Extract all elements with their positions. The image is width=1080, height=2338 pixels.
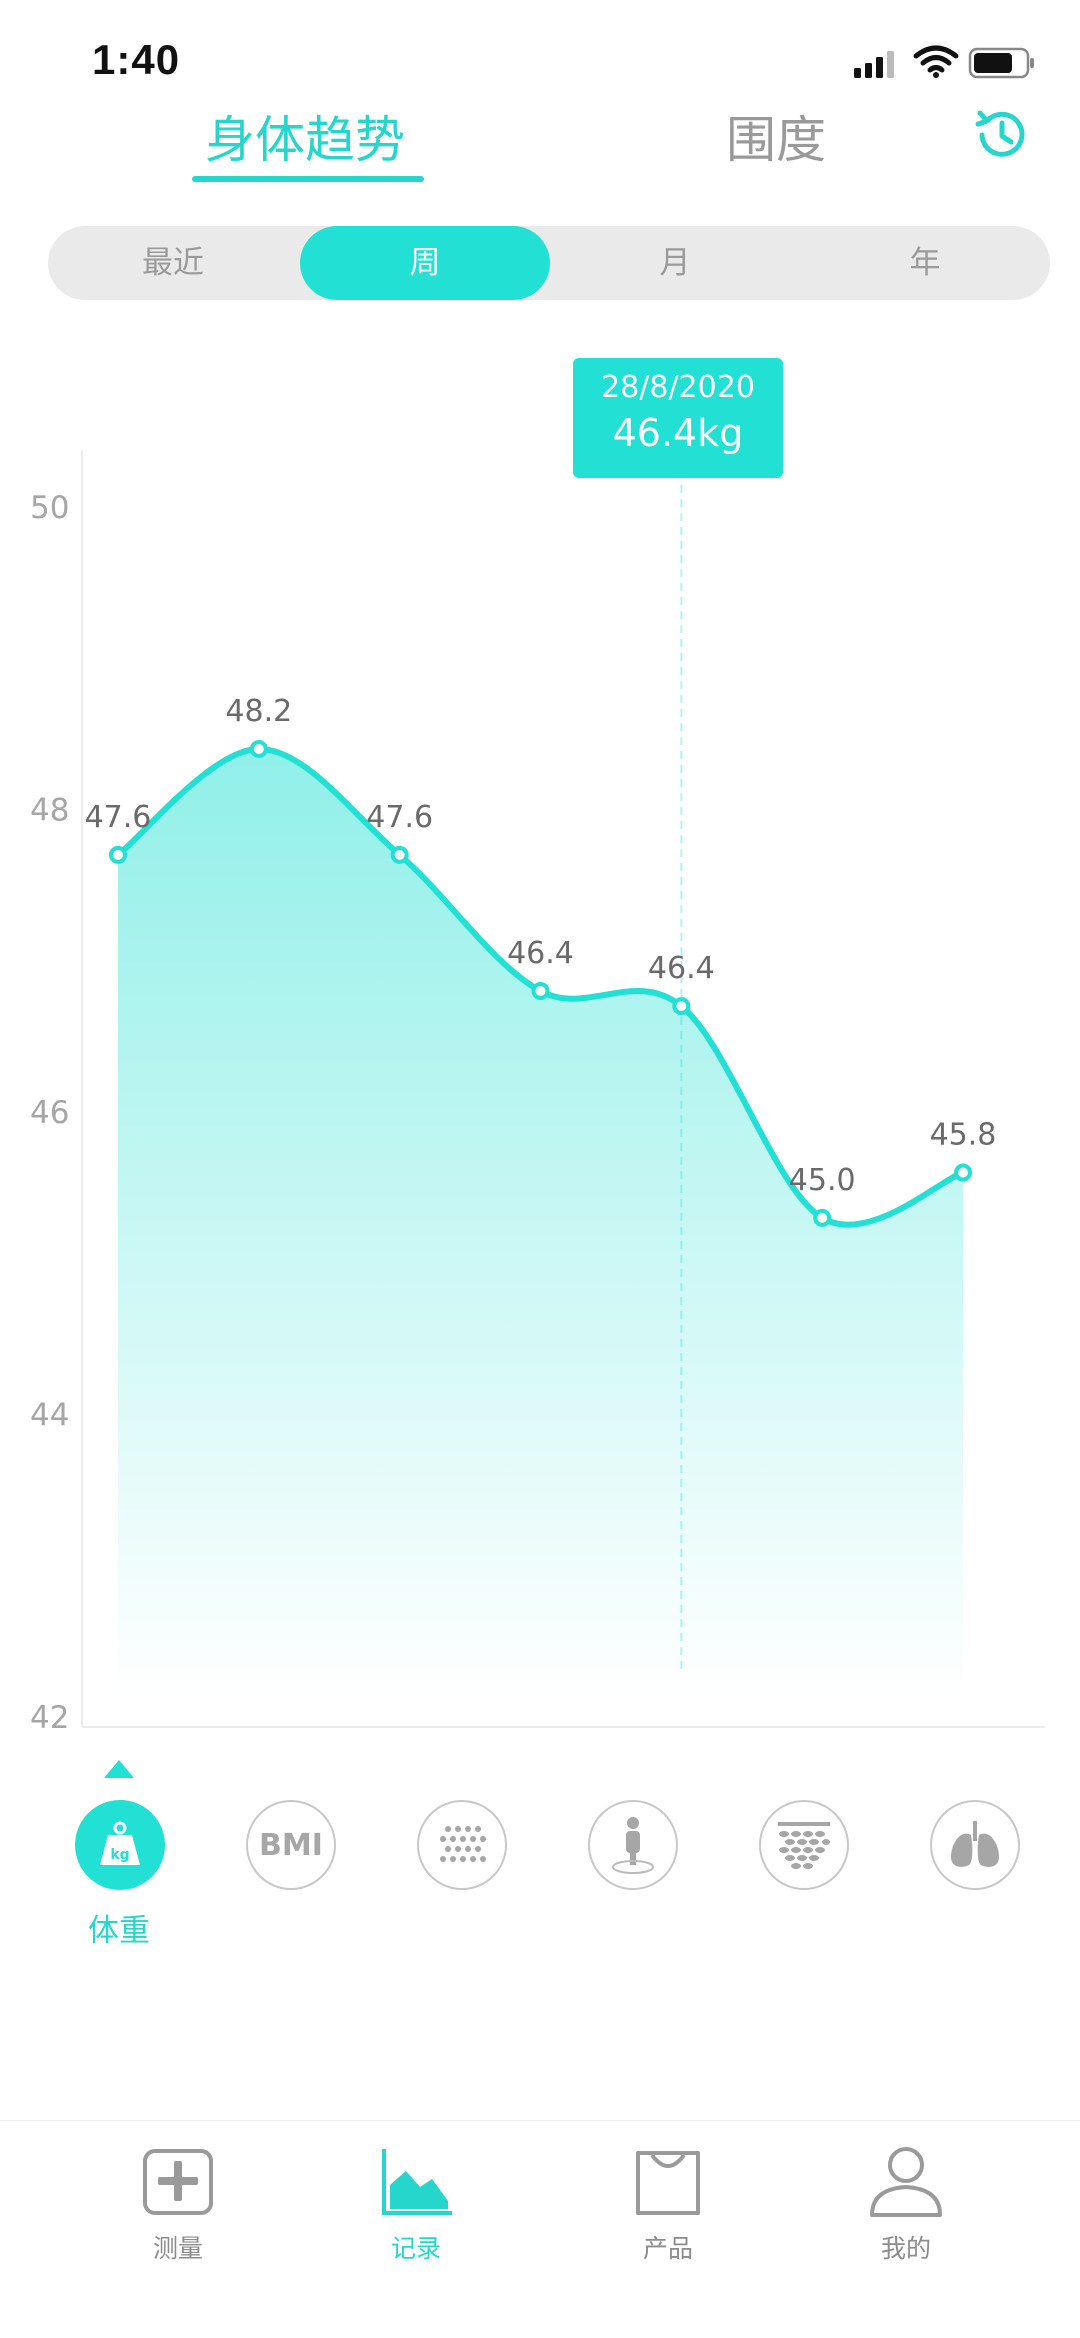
data-point[interactable]	[813, 1208, 832, 1227]
dots-grid-icon	[440, 1826, 486, 1862]
y-tick-label: 44	[30, 1398, 69, 1434]
nav-products[interactable]: 产品	[598, 2141, 738, 2265]
weight-kg-icon: kg	[100, 1821, 140, 1865]
metric-body-figure-button[interactable]	[588, 1800, 678, 1890]
y-axis-ticks: 50 48 46 44 42	[30, 490, 69, 1736]
y-tick-label: 42	[30, 1700, 69, 1736]
bottom-navigation: 测量 记录 产品 我的	[0, 2120, 1080, 2338]
nav-records[interactable]: 记录	[346, 2141, 486, 2265]
person-icon	[866, 2141, 946, 2221]
data-point[interactable]	[390, 845, 409, 864]
shopping-bag-icon	[628, 2141, 708, 2221]
nav-measure[interactable]: 测量	[108, 2141, 248, 2265]
nav-profile[interactable]: 我的	[836, 2141, 976, 2265]
metric-body-fat-button[interactable]	[417, 1800, 507, 1890]
data-label: 45.0	[789, 1163, 856, 1198]
muscle-texture-icon	[778, 1822, 830, 1869]
bmi-icon: BMI	[259, 1827, 323, 1863]
wifi-icon	[912, 44, 960, 84]
tab-body-trend[interactable]: 身体趋势	[205, 111, 405, 169]
metric-lungs-button[interactable]	[930, 1800, 1020, 1890]
segment-month[interactable]: 月	[659, 245, 691, 281]
metric-pointer	[104, 1760, 134, 1778]
metric-bmi-button[interactable]: BMI	[246, 1800, 336, 1890]
period-segmented-control: 最近 周 月 年	[48, 226, 1050, 300]
status-time: 1:40	[92, 36, 181, 83]
active-tab-indicator	[192, 176, 424, 182]
battery-icon	[968, 47, 1036, 83]
data-point[interactable]	[954, 1163, 972, 1182]
data-label: 47.6	[366, 800, 433, 835]
tab-girth[interactable]: 围度	[726, 111, 826, 169]
segment-recent[interactable]: 最近	[142, 245, 204, 281]
data-point[interactable]	[109, 845, 127, 864]
nav-records-label: 记录	[390, 2234, 441, 2263]
signal-icon	[852, 48, 904, 84]
nav-profile-label: 我的	[880, 2234, 931, 2263]
y-tick-label: 50	[30, 490, 69, 526]
segment-week[interactable]: 周	[300, 226, 550, 300]
body-figure-icon	[612, 1817, 654, 1874]
tooltip-value: 46.4kg	[612, 411, 744, 455]
selected-value-tooltip: 28/8/2020 46.4kg	[573, 358, 783, 478]
metric-weight-label: 体重	[88, 1913, 150, 1949]
data-label: 46.4	[648, 951, 715, 986]
tooltip-date: 28/8/2020	[601, 370, 755, 405]
data-point[interactable]	[531, 982, 550, 1000]
segment-year[interactable]: 年	[909, 245, 941, 281]
nav-products-label: 产品	[642, 2234, 693, 2263]
data-label: 45.8	[930, 1118, 997, 1153]
data-point[interactable]	[672, 997, 691, 1016]
chart-area-icon	[376, 2141, 456, 2221]
data-label: 47.6	[85, 800, 152, 835]
weight-trend-chart[interactable]: 50 48 46 44 42 47.6 48.2 47.6 46.4 46.4 45.0 45.8	[0, 340, 1080, 1740]
y-tick-label: 48	[30, 793, 69, 829]
area-fill	[118, 749, 963, 1695]
lungs-icon	[951, 1821, 999, 1867]
metric-weight-button[interactable]: kg	[75, 1800, 165, 1890]
data-label: 46.4	[507, 936, 574, 971]
plus-square-icon	[138, 2141, 218, 2221]
data-label: 48.2	[225, 694, 292, 729]
metric-muscle-button[interactable]	[759, 1800, 849, 1890]
y-tick-label: 46	[30, 1095, 69, 1131]
nav-measure-label: 测量	[152, 2234, 203, 2263]
history-icon[interactable]	[972, 105, 1032, 165]
svg-text:kg: kg	[110, 1847, 129, 1863]
data-point[interactable]	[249, 740, 268, 758]
